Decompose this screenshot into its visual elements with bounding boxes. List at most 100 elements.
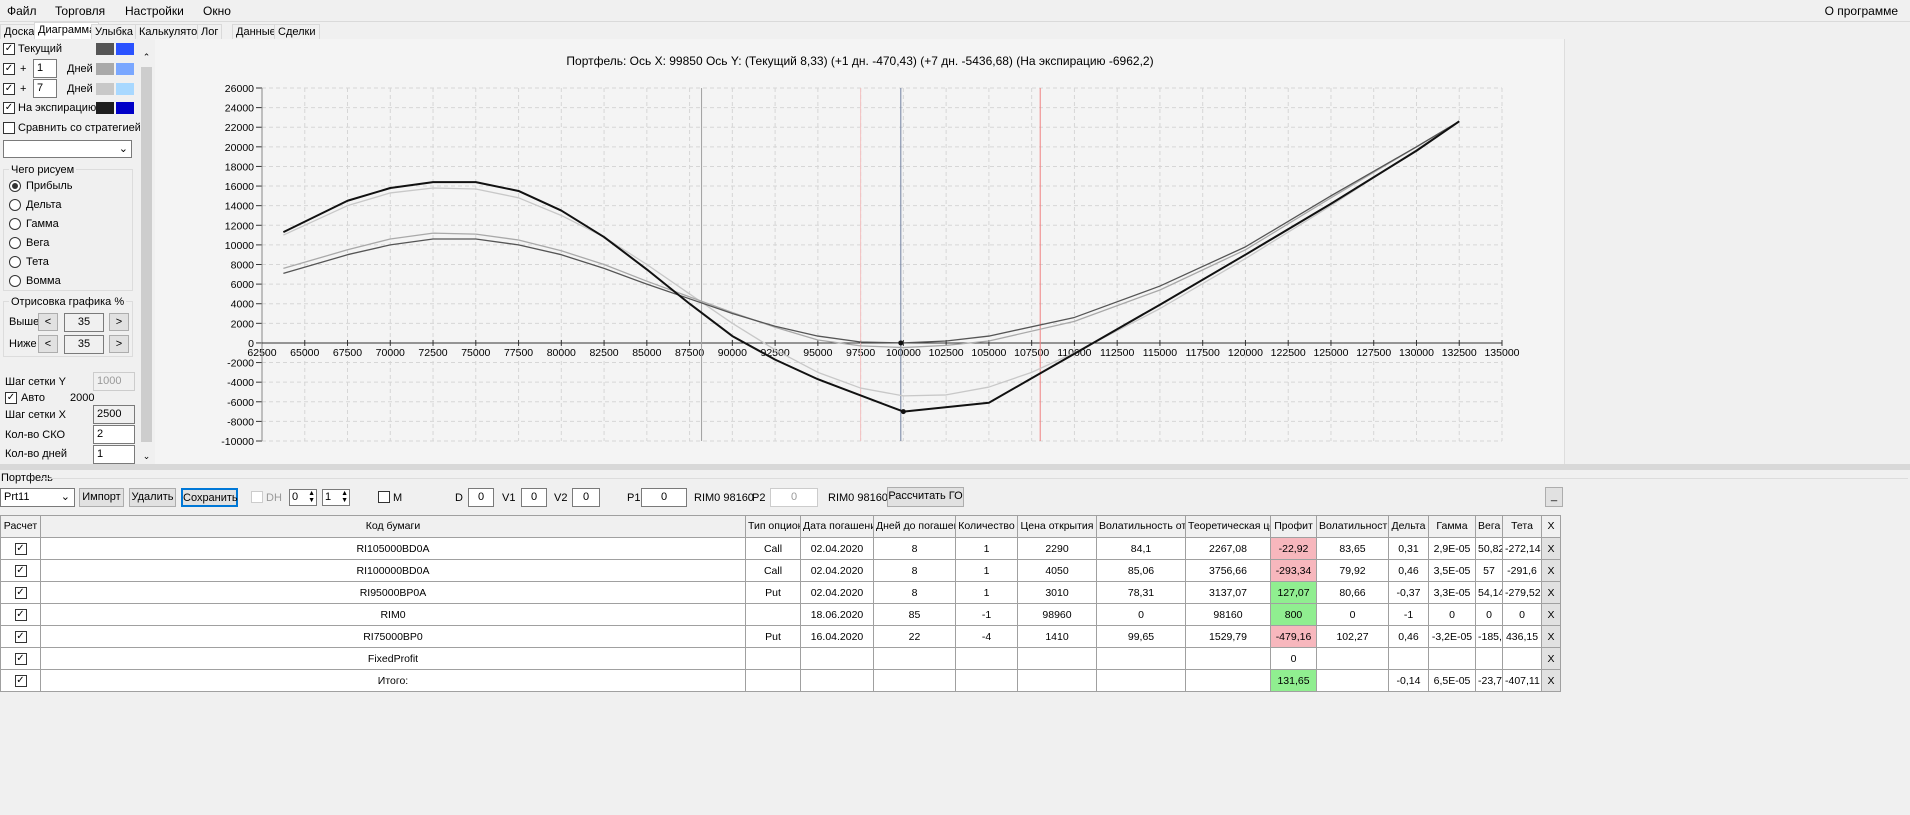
delete-row-button[interactable]: X (1541, 647, 1561, 670)
left-panel-scrollbar[interactable]: ⌃ ⌄ (140, 52, 153, 464)
column-header[interactable]: Дата погашения (800, 515, 874, 538)
table-row[interactable]: ✓ RI100000BD0A Call 02.04.2020 8 1 4050 85,06 37… (0, 559, 1561, 582)
column-header[interactable]: Цена открытия (1017, 515, 1097, 538)
radio-gamma[interactable] (9, 218, 21, 230)
column-header[interactable]: Волатильность (1316, 515, 1389, 538)
delete-row-button[interactable]: X (1541, 669, 1561, 692)
tab-smile[interactable]: Улыбка (91, 24, 138, 39)
calc-checkbox[interactable]: ✓ (14, 653, 27, 665)
grid-x-input[interactable]: 2500 (93, 405, 135, 424)
delete-row-button[interactable]: X (1541, 625, 1561, 648)
calc-cell[interactable]: ✓ (0, 625, 41, 648)
calc-cell[interactable]: ✓ (0, 603, 41, 626)
portfolio-select[interactable]: Prt11 ⌄ (0, 488, 75, 507)
column-header[interactable]: Тип опциона (745, 515, 801, 538)
strategy-dropdown[interactable]: ⌄ (3, 140, 132, 158)
calc-cell[interactable]: ✓ (0, 559, 41, 582)
below-decrease-button[interactable]: < (38, 335, 58, 353)
table-row[interactable]: ✓ FixedProfit 0 X (0, 647, 1561, 670)
spin-arrows-icon[interactable]: ▲ ▼ (308, 490, 315, 504)
day1-checkbox[interactable]: ✓ (3, 63, 15, 75)
calc-checkbox[interactable]: ✓ (14, 675, 27, 687)
table-row[interactable]: ✓ RI105000BD0A Call 02.04.2020 8 1 2290 84,1 226… (0, 537, 1561, 560)
day1-color-swatch[interactable] (96, 63, 114, 75)
column-header[interactable]: Код бумаги (40, 515, 746, 538)
spin2-input[interactable]: 1 ▲ ▼ (322, 489, 350, 506)
days-count-input[interactable]: 1 (93, 445, 135, 464)
radio-vega[interactable] (9, 237, 21, 249)
table-row[interactable]: ✓ RI75000BP0 Put 16.04.2020 22 -4 1410 99,65 152… (0, 625, 1561, 648)
days7-input[interactable]: 7 (33, 79, 57, 98)
menu-about[interactable]: О программе (1824, 4, 1898, 18)
calc-checkbox[interactable]: ✓ (14, 609, 27, 621)
grid-y-input[interactable]: 1000 (93, 372, 135, 391)
above-increase-button[interactable]: > (109, 313, 129, 331)
above-value[interactable]: 35 (64, 313, 104, 332)
expiry-color-swatch-2[interactable] (116, 102, 134, 114)
above-decrease-button[interactable]: < (38, 313, 58, 331)
day7-color-swatch[interactable] (96, 83, 114, 95)
scroll-down-icon[interactable]: ⌄ (142, 451, 151, 461)
day1-color-swatch-2[interactable] (116, 63, 134, 75)
radio-delta[interactable] (9, 199, 21, 211)
dh-checkbox[interactable] (251, 491, 263, 503)
column-header[interactable]: Расчет (0, 515, 41, 538)
calc-checkbox[interactable]: ✓ (14, 565, 27, 577)
menu-settings[interactable]: Настройки (125, 4, 184, 18)
table-row[interactable]: ✓ Итого: 131,65 -0,146,5E-05-23,75-407,11X (0, 669, 1561, 692)
delete-row-button[interactable]: X (1541, 537, 1561, 560)
day7-checkbox[interactable]: ✓ (3, 83, 15, 95)
spin1-input[interactable]: 0 ▲ ▼ (289, 489, 317, 506)
column-header[interactable]: Теоретическая цена (1185, 515, 1271, 538)
table-row[interactable]: ✓ RIM0 18.06.2020 85 -1 98960 0 98160 800 0 -1 0 0 0 X (0, 603, 1561, 626)
calc-cell[interactable]: ✓ (0, 647, 41, 670)
expiry-color-swatch[interactable] (96, 102, 114, 114)
m-checkbox[interactable] (378, 491, 390, 503)
p2-input[interactable]: 0 (770, 488, 818, 507)
scrollbar-thumb[interactable] (141, 67, 152, 442)
radio-theta[interactable] (9, 256, 21, 268)
current-checkbox[interactable]: ✓ (3, 43, 15, 55)
calc-checkbox[interactable]: ✓ (14, 631, 27, 643)
payoff-chart[interactable]: 62500 65000 67500 70000 72500 75000 77500 80000… (155, 39, 1565, 464)
delete-row-button[interactable]: X (1541, 603, 1561, 626)
menu-trade[interactable]: Торговля (55, 4, 106, 18)
menu-window[interactable]: Окно (203, 4, 231, 18)
column-header[interactable]: Дней до погашения (873, 515, 956, 538)
tab-calculator[interactable]: Калькулятор (135, 24, 208, 39)
spin-arrows-icon[interactable]: ▲ ▼ (341, 490, 348, 504)
column-header[interactable]: Количество (955, 515, 1018, 538)
radio-vomma[interactable] (9, 275, 21, 287)
sko-input[interactable]: 2 (93, 425, 135, 444)
column-header[interactable]: Дельта (1388, 515, 1429, 538)
d-input[interactable]: 0 (468, 488, 494, 507)
column-header[interactable]: Гамма (1428, 515, 1476, 538)
v1-input[interactable]: 0 (521, 488, 547, 507)
current-color-swatch-2[interactable] (116, 43, 134, 55)
day7-color-swatch-2[interactable] (116, 83, 134, 95)
calc-cell[interactable]: ✓ (0, 581, 41, 604)
calc-cell[interactable]: ✓ (0, 669, 41, 692)
splitter[interactable] (0, 464, 1910, 470)
below-value[interactable]: 35 (64, 335, 104, 354)
expiry-checkbox[interactable]: ✓ (3, 102, 15, 114)
table-row[interactable]: ✓ RI95000BP0A Put 02.04.2020 8 1 3010 78,31 3137… (0, 581, 1561, 604)
below-increase-button[interactable]: > (109, 335, 129, 353)
column-header[interactable]: X (1541, 515, 1561, 538)
tab-diagram[interactable]: Диаграмма (34, 22, 100, 40)
compare-checkbox[interactable] (3, 122, 15, 134)
delete-row-button[interactable]: X (1541, 581, 1561, 604)
tab-deals[interactable]: Сделки (274, 24, 320, 39)
scroll-up-icon[interactable]: ⌃ (142, 52, 151, 62)
column-header[interactable]: Профит (1270, 515, 1317, 538)
minimize-button[interactable]: _ (1545, 487, 1563, 507)
v2-input[interactable]: 0 (572, 488, 600, 507)
save-button[interactable]: Сохранить (181, 488, 238, 507)
tab-log[interactable]: Лог (197, 24, 223, 39)
current-color-swatch[interactable] (96, 43, 114, 55)
tab-board[interactable]: Доска (0, 24, 39, 39)
menu-file[interactable]: Файл (7, 4, 37, 18)
calc-checkbox[interactable]: ✓ (14, 587, 27, 599)
p1-input[interactable]: 0 (641, 488, 687, 507)
delete-row-button[interactable]: X (1541, 559, 1561, 582)
